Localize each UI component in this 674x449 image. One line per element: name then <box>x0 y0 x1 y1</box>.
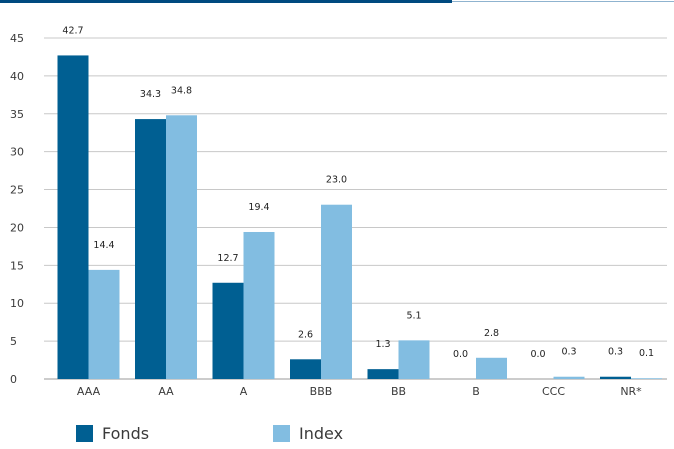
bar-fonds-a <box>212 282 244 379</box>
bar-fonds-aa <box>135 119 166 380</box>
y-tick-label: 45 <box>10 32 24 45</box>
bar-index-aa <box>166 115 197 379</box>
x-tick-label: A <box>240 385 248 398</box>
data-label-fonds: 0.0 <box>530 349 545 360</box>
bar-index-bbb <box>321 204 352 379</box>
top-accent-bar <box>0 0 452 3</box>
bar-fonds-nr <box>600 376 631 379</box>
x-axis-ticks: AAA AA A BBB BB B CCC NR* <box>77 385 642 398</box>
data-label-index: 19.4 <box>248 202 269 213</box>
bars <box>57 55 662 380</box>
legend-item-index: Index <box>273 424 343 443</box>
y-tick-label: 35 <box>10 108 24 121</box>
y-tick-label: 15 <box>10 259 24 272</box>
y-tick-label: 0 <box>10 373 17 386</box>
legend-swatch-fonds <box>76 425 93 442</box>
data-label-index: 5.1 <box>406 310 421 321</box>
y-tick-label: 40 <box>10 70 24 83</box>
data-labels: 42.7 14.4 34.3 34.8 12.7 19.4 2.6 23.0 1.3 5.1 0.0… <box>62 25 654 360</box>
data-label-fonds: 2.6 <box>298 329 313 340</box>
bar-index-bb <box>398 340 430 379</box>
bar-fonds-aaa <box>57 55 89 379</box>
x-tick-label: NR* <box>620 385 642 398</box>
grid-lines <box>44 37 667 380</box>
bar-index-aaa <box>88 269 120 379</box>
bar-index-ccc <box>553 376 585 379</box>
bar-index-b <box>476 357 507 379</box>
data-label-index: 14.4 <box>93 240 114 251</box>
legend-label-fonds: Fonds <box>102 424 150 443</box>
legend-label-index: Index <box>299 424 344 443</box>
data-label-fonds: 12.7 <box>217 253 238 264</box>
data-label-fonds: 0.0 <box>453 349 468 360</box>
legend-swatch-index <box>273 425 290 442</box>
bar-index-nr <box>631 378 662 379</box>
y-tick-label: 30 <box>10 146 24 159</box>
x-tick-label: CCC <box>542 385 565 398</box>
bar-fonds-bb <box>367 369 399 379</box>
x-tick-label: B <box>472 385 480 398</box>
y-tick-label: 5 <box>10 335 17 348</box>
x-tick-label: BB <box>391 385 406 398</box>
data-label-fonds: 1.3 <box>375 339 390 350</box>
data-label-fonds: 0.3 <box>608 347 623 358</box>
data-label-index: 23.0 <box>326 175 347 186</box>
data-label-index: 0.3 <box>561 347 576 358</box>
top-accent-line <box>452 1 674 2</box>
y-axis-ticks: 0 5 10 15 20 25 30 35 40 45 <box>10 32 24 386</box>
legend-item-fonds: Fonds <box>76 424 149 443</box>
data-label-index: 34.8 <box>171 85 192 96</box>
bar-index-a <box>243 231 275 379</box>
data-label-fonds: 42.7 <box>62 25 83 36</box>
x-tick-label: AAA <box>77 385 101 398</box>
bar-fonds-bbb <box>290 359 321 379</box>
data-label-index: 2.8 <box>484 328 499 339</box>
data-label-fonds: 34.3 <box>140 89 161 100</box>
y-tick-label: 20 <box>10 221 24 234</box>
y-tick-label: 25 <box>10 184 24 197</box>
x-tick-label: BBB <box>310 385 333 398</box>
data-label-index: 0.1 <box>639 348 654 359</box>
x-tick-label: AA <box>158 385 174 398</box>
y-tick-label: 10 <box>10 297 24 310</box>
